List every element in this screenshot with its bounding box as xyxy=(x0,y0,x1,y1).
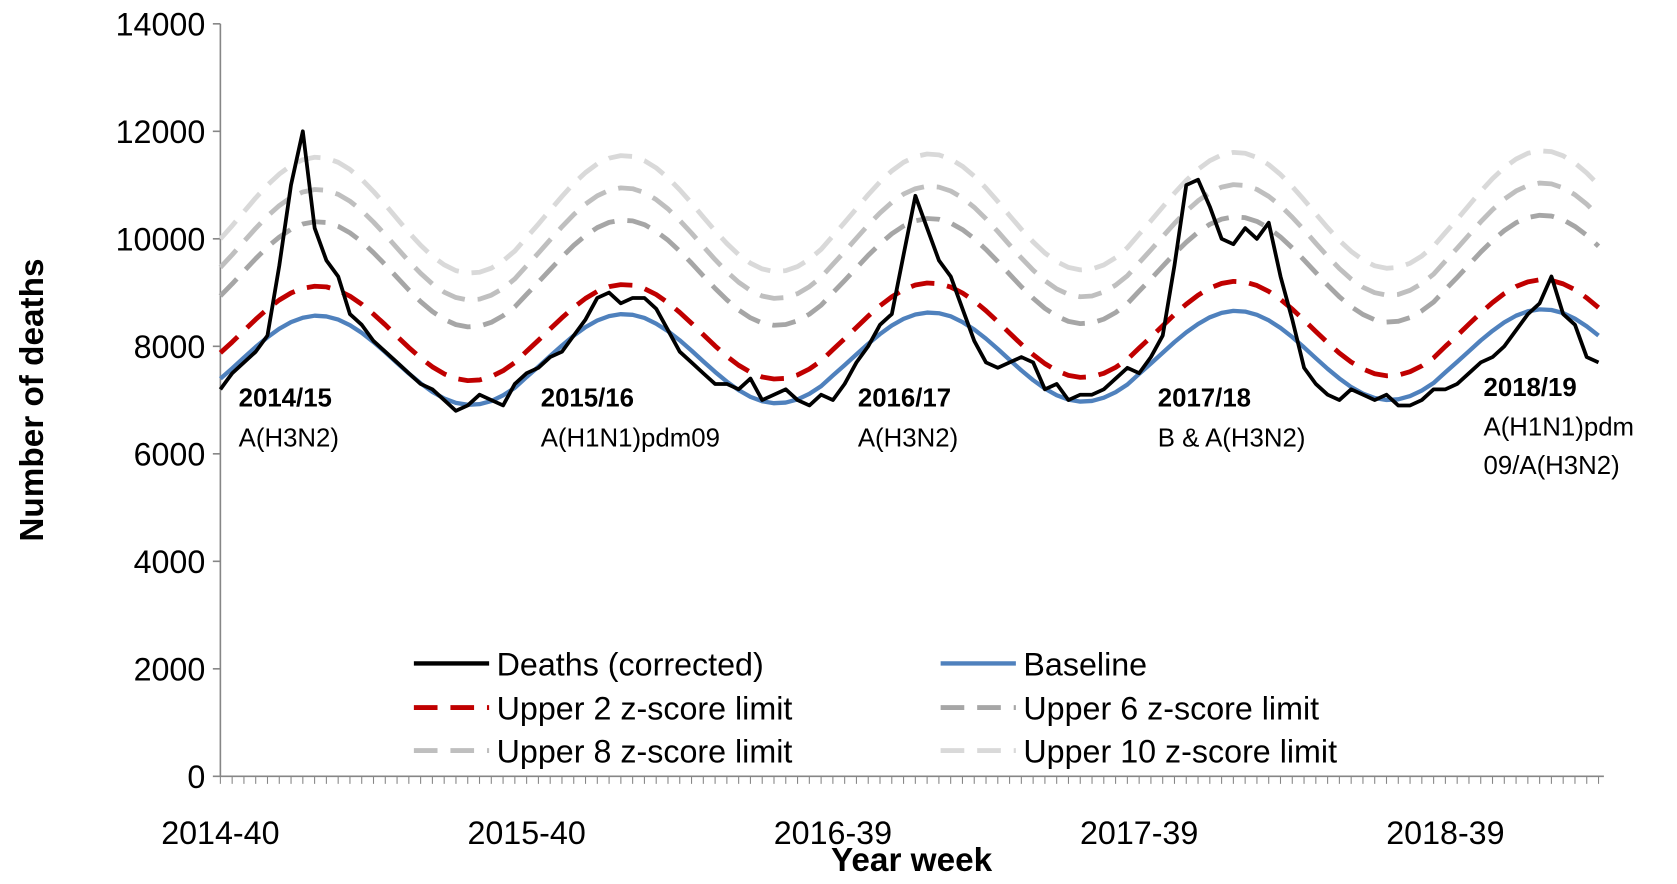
annotation-title: 2018/19 xyxy=(1484,374,1577,402)
legend-label: Deaths (corrected) xyxy=(497,646,764,682)
annotation-title: 2015/16 xyxy=(541,385,634,413)
y-tick-label: 14000 xyxy=(116,7,206,43)
annotation-title: 2014/15 xyxy=(239,385,332,413)
legend-label: Upper 8 z-score limit xyxy=(497,733,793,769)
series-line xyxy=(218,212,1601,330)
y-tick-label: 2000 xyxy=(134,652,206,688)
series-line xyxy=(218,180,1601,303)
annotation-text: A(H3N2) xyxy=(858,424,958,452)
legend-label: Baseline xyxy=(1023,646,1147,682)
x-tick-label: 2014-40 xyxy=(161,815,279,851)
annotation-title: 2017/18 xyxy=(1158,385,1251,413)
series-line xyxy=(218,129,1600,413)
y-tick-label: 6000 xyxy=(134,437,206,473)
y-axis-title: Number of deaths xyxy=(14,258,51,541)
x-axis-title: Year week xyxy=(831,842,993,879)
y-tick-label: 8000 xyxy=(134,329,206,365)
y-tick-label: 4000 xyxy=(134,544,206,580)
annotation-title: 2016/17 xyxy=(858,385,951,413)
series-line xyxy=(218,277,1601,384)
series-line xyxy=(218,148,1601,276)
annotation-text: A(H3N2) xyxy=(239,424,339,452)
y-tick-label: 0 xyxy=(187,759,205,795)
legend-label: Upper 10 z-score limit xyxy=(1023,733,1337,769)
x-tick-label: 2015-40 xyxy=(467,815,585,851)
y-tick-label: 12000 xyxy=(116,114,206,150)
annotation-text: 09/A(H3N2) xyxy=(1484,452,1620,480)
legend-label: Upper 6 z-score limit xyxy=(1023,690,1319,726)
x-tick-label: 2018-39 xyxy=(1386,815,1504,851)
legend-label: Upper 2 z-score limit xyxy=(497,690,793,726)
annotation-text: B & A(H3N2) xyxy=(1158,424,1306,452)
annotation-text: A(H1N1)pdm xyxy=(1484,414,1635,442)
x-tick-label: 2016-39 xyxy=(774,815,892,851)
x-tick-label: 2017-39 xyxy=(1080,815,1198,851)
annotation-text: A(H1N1)pdm09 xyxy=(541,424,720,452)
y-tick-label: 10000 xyxy=(116,222,206,258)
